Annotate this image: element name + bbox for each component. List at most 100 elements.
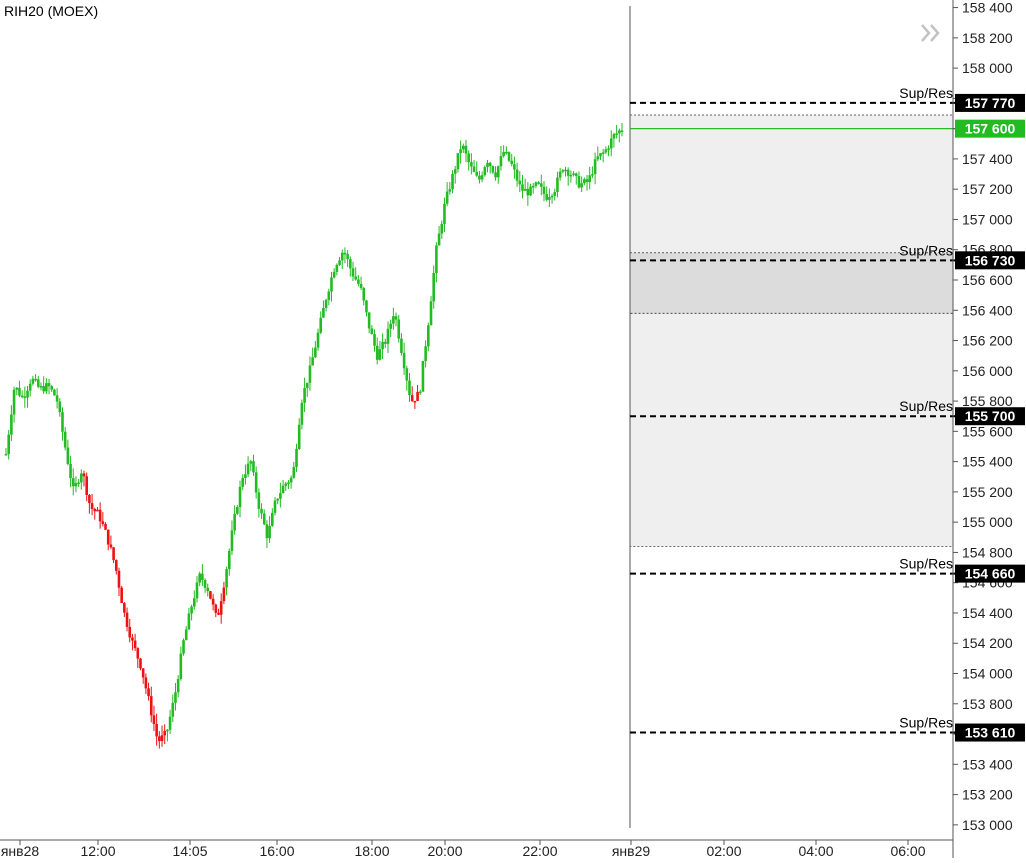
candle-body	[445, 191, 449, 204]
candle-body	[273, 500, 277, 513]
candle-body	[230, 530, 234, 551]
candle-body	[591, 174, 594, 176]
candle-body	[171, 702, 175, 717]
candle-body	[553, 191, 557, 196]
sr-price-badge-text: 153 610	[965, 725, 1016, 741]
candle-body	[114, 560, 118, 571]
candle-body	[31, 378, 35, 384]
candle-body	[139, 658, 142, 669]
sr-level-label: Sup/Res	[899, 85, 953, 101]
candle-body	[416, 391, 419, 401]
y-tick-label: 155 600	[962, 423, 1013, 439]
candle-body	[101, 521, 105, 524]
candle-body	[74, 483, 78, 487]
candle-body	[295, 448, 298, 468]
x-tick-label: 04:00	[798, 843, 833, 858]
candle-body	[389, 323, 392, 329]
candle-body	[413, 400, 417, 403]
candle-body	[7, 434, 10, 455]
candle-body	[564, 169, 567, 172]
candle-body	[443, 203, 446, 224]
candle-body	[184, 629, 188, 641]
candle-body	[572, 173, 575, 175]
candle-body	[308, 365, 312, 383]
y-tick-label: 155 200	[962, 484, 1013, 500]
candle-body	[335, 264, 339, 272]
candle-body	[316, 332, 320, 348]
candle-body	[155, 723, 158, 737]
candle-body	[410, 395, 414, 401]
candle-body	[42, 386, 45, 392]
x-tick-label: 02:00	[706, 843, 741, 858]
candle-body	[429, 301, 433, 326]
scroll-to-latest-button[interactable]	[918, 20, 944, 46]
candle-body	[408, 380, 411, 396]
candle-body	[558, 171, 562, 178]
candle-body	[480, 175, 484, 180]
sr-price-badge	[955, 723, 1025, 742]
candle-body	[133, 640, 137, 649]
candle-body	[141, 668, 145, 678]
double-chevron-right-icon	[921, 24, 940, 42]
candle-body	[112, 547, 115, 561]
candle-body	[534, 182, 538, 186]
candle-body	[90, 503, 94, 509]
candle-body	[343, 252, 347, 255]
candle-body	[340, 252, 344, 261]
candle-body	[496, 166, 500, 178]
candle-body	[176, 679, 180, 693]
candle-body	[405, 368, 409, 381]
candle-body	[18, 387, 21, 396]
sr-price-badge-text: 154 660	[965, 566, 1016, 582]
candle-body	[556, 177, 559, 192]
sr-level-label: Sup/Res	[899, 715, 953, 731]
candle-body	[537, 182, 540, 184]
candle-body	[599, 153, 602, 157]
candle-body	[620, 130, 624, 132]
candle-body	[163, 731, 167, 736]
candle-body	[206, 587, 210, 592]
y-tick-label: 155 400	[962, 454, 1013, 470]
candle-body	[4, 454, 8, 456]
candle-body	[440, 223, 444, 234]
candle-body	[338, 260, 341, 265]
candle-body	[93, 508, 97, 512]
candle-body	[322, 308, 325, 318]
candle-body	[456, 153, 460, 170]
candle-body	[459, 149, 462, 154]
candle-body	[303, 387, 306, 403]
candle-body	[359, 283, 363, 288]
candle-body	[521, 184, 524, 191]
sr-level-label: Sup/Res	[899, 556, 953, 572]
y-tick-label: 156 200	[962, 333, 1013, 349]
candle-body	[201, 573, 204, 580]
candle-body	[330, 277, 333, 292]
candle-body	[45, 383, 48, 392]
candle-body	[432, 272, 436, 302]
candle-body	[203, 579, 207, 588]
candle-body	[209, 591, 212, 599]
candle-body	[128, 626, 132, 638]
candle-body	[252, 461, 255, 473]
y-tick-label: 154 400	[962, 605, 1013, 621]
candle-body	[257, 492, 261, 509]
x-tick-label: 06:00	[890, 843, 925, 858]
candle-body	[529, 186, 532, 196]
candle-body	[66, 447, 70, 464]
candle-body	[593, 159, 597, 175]
candle-body	[55, 395, 59, 402]
candle-body	[513, 164, 516, 170]
candle-body	[289, 477, 293, 483]
candle-body	[319, 317, 323, 333]
candle-body	[300, 402, 304, 425]
candle-body	[583, 179, 586, 184]
candle-body	[470, 162, 473, 167]
candle-body	[588, 175, 592, 182]
zones-layer	[629, 114, 954, 547]
candle-body	[373, 334, 376, 346]
candle-body	[354, 276, 357, 280]
candle-body	[198, 573, 201, 583]
candle-body	[82, 473, 86, 477]
